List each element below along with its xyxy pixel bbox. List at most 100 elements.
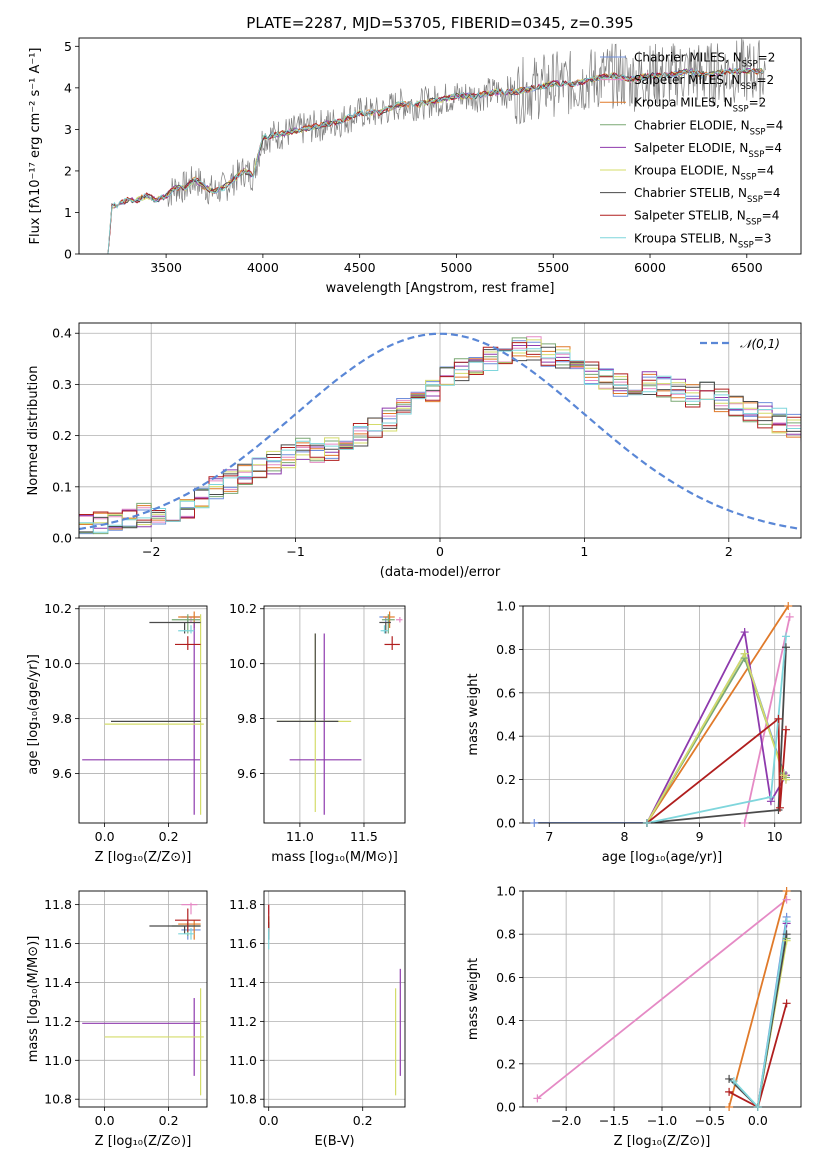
weight_vs_Z-xlabel: Z [log₁₀(Z/Z⊙)] (614, 1134, 711, 1149)
residual-histogram (79, 346, 801, 538)
weight_vs_Z-ylabel: mass weight (466, 958, 481, 1040)
spectrum-xtick-label: 6500 (731, 260, 763, 275)
legend-entry: Salpeter STELIB, NSSP=4 (634, 209, 779, 228)
mass_vs_ebv-ytick-label: 10.8 (229, 1092, 257, 1107)
gaussian-curve (79, 332, 801, 531)
age_vs_Z-xlabel: Z [log₁₀(Z/Z⊙)] (95, 850, 192, 865)
weight-marker (782, 917, 791, 926)
weight_vs_age-ytick-label: 1.0 (496, 599, 516, 614)
weight-marker (533, 1094, 542, 1103)
legend-entry: Salpeter ELODIE, NSSP=4 (634, 141, 782, 160)
age_vs_Z-frame (78, 605, 208, 824)
weight-marker (740, 649, 749, 658)
spectrum-frame (78, 37, 802, 255)
weight-marker (782, 999, 791, 1008)
legend-entry: Chabrier ELODIE, NSSP=4 (634, 118, 783, 137)
weight_vs_age-panel: 7 8 9 10 0.0 0.2 0.4 0.6 0.8 1.0 age [log₁₀(age/yr… (466, 599, 802, 865)
mass_vs_Z-plot-area (82, 902, 204, 1096)
weight_vs_age-plot-area (534, 606, 791, 823)
weight-line (646, 629, 787, 823)
spectrum-xtick-label: 5000 (441, 260, 473, 275)
spectrum-xtick-label: 3500 (150, 260, 182, 275)
weight-marker (725, 1103, 734, 1111)
weight_vs_Z-ytick-label: 0.2 (496, 1056, 516, 1071)
mass_vs_ebv-xtick-label: 0.0 (259, 1113, 279, 1128)
weight_vs_Z-panel: −2.0 −1.5 −1.0 −0.5 0.0 0.0 0.2 0.4 0.6 0.8 1.0 Z [… (466, 884, 802, 1149)
weight_vs_age-ytick-label: 0.4 (496, 729, 516, 744)
mass_vs_ebv-plot-area (268, 904, 401, 1096)
age_vs_mass-plot-area (276, 611, 403, 815)
weight_vs_Z-ytick-label: 0.0 (496, 1100, 516, 1115)
weight-marker (740, 819, 749, 827)
weight-marker (781, 632, 790, 641)
age_vs_mass-ytick-label: 9.8 (237, 711, 257, 726)
figure-title: PLATE=2287, MJD=53705, FIBERID=0345, z=0… (246, 14, 633, 32)
weight_vs_Z-ytick-label: 0.4 (496, 1013, 516, 1028)
weight_vs_Z-frame (522, 890, 802, 1108)
weight_vs_age-ytick-label: 0.2 (496, 772, 516, 787)
weight-line (728, 891, 788, 1107)
mass_vs_Z-xlabel: Z [log₁₀(Z/Z⊙)] (95, 1134, 192, 1149)
residuals-xtick-label: 0 (436, 544, 444, 559)
weight_vs_age-ytick-label: 0.8 (496, 642, 516, 657)
mass_vs_Z-xtick-label: 0.2 (159, 1113, 179, 1128)
mass_vs_Z-frame (78, 890, 208, 1108)
age_vs_Z-panel: 0.0 0.2 9.6 9.8 10.0 10.2 Z [log₁₀(Z/Z⊙)] age [… (26, 601, 208, 865)
weight_vs_age-frame (522, 605, 802, 824)
mass_vs_Z-ytick-label: 11.0 (44, 1053, 72, 1068)
spectrum-xlabel: wavelength [Angstrom, rest frame] (326, 281, 555, 296)
weight-line (646, 647, 787, 823)
mass_vs_ebv-ytick-label: 11.6 (229, 936, 257, 951)
age_vs_Z-ytick-label: 9.8 (52, 711, 72, 726)
mass_vs_ebv-frame (263, 890, 406, 1108)
age_vs_Z-xtick-label: 0.0 (95, 829, 115, 844)
spectrum-model-line (107, 67, 764, 254)
legend-entry: Chabrier STELIB, NSSP=4 (634, 186, 781, 205)
age_vs_mass-xlabel: mass [log₁₀(M/M⊙)] (271, 850, 398, 865)
residual-histogram (79, 348, 801, 538)
weight-marker (779, 771, 788, 780)
weight-marker (781, 775, 790, 784)
mass_vs_Z-ytick-label: 11.2 (44, 1014, 72, 1029)
weight-marker (729, 1077, 738, 1086)
weight_vs_Z-xtick-label: −1.5 (599, 1113, 629, 1128)
spectrum-data-line (107, 38, 766, 254)
spectrum-xtick-label: 5500 (537, 260, 569, 275)
spectrum-ylabel: Flux [fλ10⁻¹⁷ erg cm⁻² s⁻¹ A⁻¹] (28, 48, 43, 245)
mass_vs_ebv-xlabel: E(B-V) (314, 1134, 354, 1149)
weight_vs_Z-xtick-label: −1.0 (647, 1113, 677, 1128)
legend-entry: Kroupa ELODIE, NSSP=4 (634, 164, 774, 183)
residuals-ytick-label: 0.0 (52, 531, 72, 546)
weight-marker (530, 819, 539, 827)
age_vs_mass-frame (263, 605, 406, 824)
weight_vs_Z-ytick-label: 1.0 (496, 884, 516, 899)
weight-line (743, 616, 791, 823)
mass_vs_ebv-panel: 0.0 0.2 10.8 11.0 11.2 11.4 11.6 11.8 E(B-V) (229, 890, 406, 1149)
spectrum-ytick-label: 1 (64, 205, 72, 220)
weight-marker (781, 725, 790, 734)
weight_vs_Z-xtick-label: −2.0 (551, 1113, 581, 1128)
spectrum-plot-area (107, 38, 766, 254)
age_vs_Z-ylabel: age [log₁₀(age/yr)] (26, 654, 41, 775)
residuals-legend: 𝒩(0,1) (700, 337, 780, 351)
spectrum-xtick-label: 4500 (344, 260, 376, 275)
spectrum-ytick-label: 2 (64, 163, 72, 178)
mass_vs_ebv-ytick-label: 11.8 (229, 897, 257, 912)
weight-marker (774, 714, 783, 723)
weight-marker (782, 887, 791, 895)
age_vs_Z-ytick-label: 10.2 (44, 601, 72, 616)
weight-marker (785, 612, 794, 621)
weight_vs_age-xtick-label: 8 (620, 829, 628, 844)
weight-marker (782, 895, 791, 904)
spectrum-ytick-label: 5 (64, 39, 72, 54)
mass_vs_Z-xtick-label: 0.0 (95, 1113, 115, 1128)
weight_vs_Z-plot-area (536, 891, 788, 1107)
weight-line (646, 716, 787, 823)
mass_vs_Z-ytick-label: 11.6 (44, 936, 72, 951)
weight-marker (766, 792, 775, 801)
weight_vs_age-ytick-label: 0.0 (496, 816, 516, 831)
age_vs_Z-plot-area (82, 611, 204, 815)
residuals-ytick-label: 0.2 (52, 428, 72, 443)
mass_vs_ebv-xtick-label: 0.2 (353, 1113, 373, 1128)
